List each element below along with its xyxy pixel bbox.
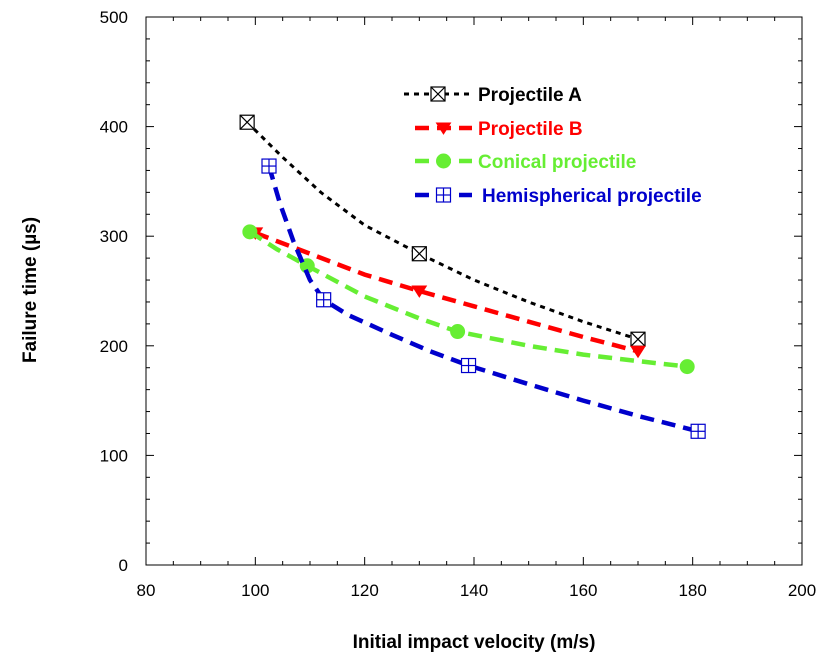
series-group (239, 114, 706, 439)
series-line-projectile-b (254, 230, 639, 354)
y-tick-label: 100 (100, 446, 128, 465)
y-tick-label: 200 (100, 337, 128, 356)
x-tick-label: 140 (460, 581, 488, 600)
data-point-projectile-a (630, 331, 646, 347)
x-tick-label: 120 (350, 581, 378, 600)
legend-item-projectile-b: Projectile B (415, 119, 583, 140)
x-tick-label: 100 (241, 581, 269, 600)
legend-marker-hemispherical-projectile (435, 187, 452, 203)
legend-marker-projectile-a (430, 86, 446, 102)
legend-label-projectile-b: Projectile B (478, 119, 583, 140)
data-point-hemispherical-projectile (261, 158, 277, 174)
series-line-hemispherical-projectile (266, 165, 699, 434)
data-point-hemispherical-projectile (690, 423, 706, 439)
legend-label-hemispherical-projectile: Hemispherical projectile (482, 186, 702, 207)
data-point-conical-projectile (450, 324, 466, 340)
data-point-hemispherical-projectile (460, 357, 477, 374)
data-point-conical-projectile (242, 224, 258, 240)
series-hemispherical-projectile (261, 158, 706, 439)
y-axis-title: Failure time (µs) (20, 217, 41, 363)
legend-item-conical-projectile: Conical projectile (415, 152, 636, 173)
series-projectile-a (239, 114, 646, 347)
data-point-conical-projectile (679, 359, 695, 375)
data-point-hemispherical-projectile (316, 292, 332, 308)
legend-label-conical-projectile: Conical projectile (478, 152, 636, 173)
data-point-projectile-b (411, 285, 428, 298)
legend-item-hemispherical-projectile: Hemispherical projectile (415, 186, 702, 207)
series-projectile-b (247, 227, 646, 359)
y-tick-label: 400 (100, 118, 128, 137)
y-tick-label: 0 (119, 556, 128, 575)
data-point-projectile-b (630, 345, 646, 359)
plot-frame (145, 16, 803, 566)
x-axis-title: Initial impact velocity (m/s) (353, 632, 596, 653)
legend: Projectile A Projectile B Conical projecti… (404, 85, 702, 207)
legend-marker-projectile-b (435, 122, 452, 135)
x-tick-label: 200 (788, 581, 816, 600)
axes: 80 100 120 140 160 180 200 0 100 200 300 400 500 (100, 8, 817, 600)
legend-marker-conical-projectile (436, 153, 451, 169)
series-line-conical-projectile (248, 229, 688, 369)
data-point-projectile-a (239, 114, 255, 130)
legend-item-projectile-a: Projectile A (404, 85, 582, 106)
legend-label-projectile-a: Projectile A (478, 85, 582, 106)
y-tick-label: 500 (100, 8, 128, 27)
x-tick-label: 160 (569, 581, 597, 600)
x-tick-label: 80 (137, 581, 156, 600)
x-tick-label: 180 (678, 581, 706, 600)
y-tick-label: 300 (100, 227, 128, 246)
series-conical-projectile (242, 224, 695, 375)
data-point-projectile-a (411, 246, 427, 262)
